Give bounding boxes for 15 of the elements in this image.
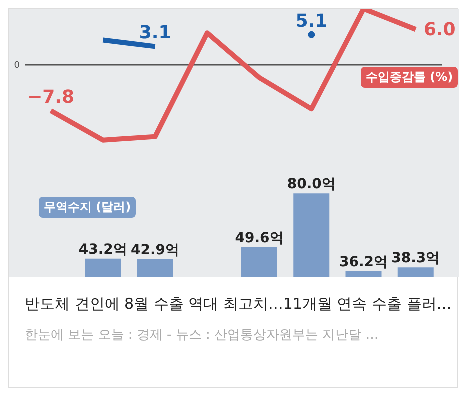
data-label: 6.0	[424, 20, 456, 41]
data-label: 36.2억	[339, 254, 388, 270]
data-label: 3.1	[139, 22, 172, 44]
ref-line-label: 0	[14, 60, 20, 71]
text: 한눈에 보는 오늘 : 경제 - 뉴스 : 산업통상자원부는 지난달 …	[25, 327, 380, 344]
data-label: 43.2억	[78, 242, 128, 258]
text: 수입증감률 (%)	[361, 67, 458, 88]
data-label: 38.3억	[392, 250, 440, 267]
text: 무역수지 (달러)	[39, 197, 136, 218]
data-label: 5.1	[296, 10, 328, 32]
text: 반도체 견인에 8월 수출 역대 최고치…11개월 연속 수출 플러…	[25, 295, 452, 314]
data-label: 80.0억	[287, 176, 336, 193]
data-label: 42.9억	[130, 242, 180, 258]
data-label: 49.6억	[235, 230, 284, 247]
data-label: −7.8	[28, 86, 75, 108]
